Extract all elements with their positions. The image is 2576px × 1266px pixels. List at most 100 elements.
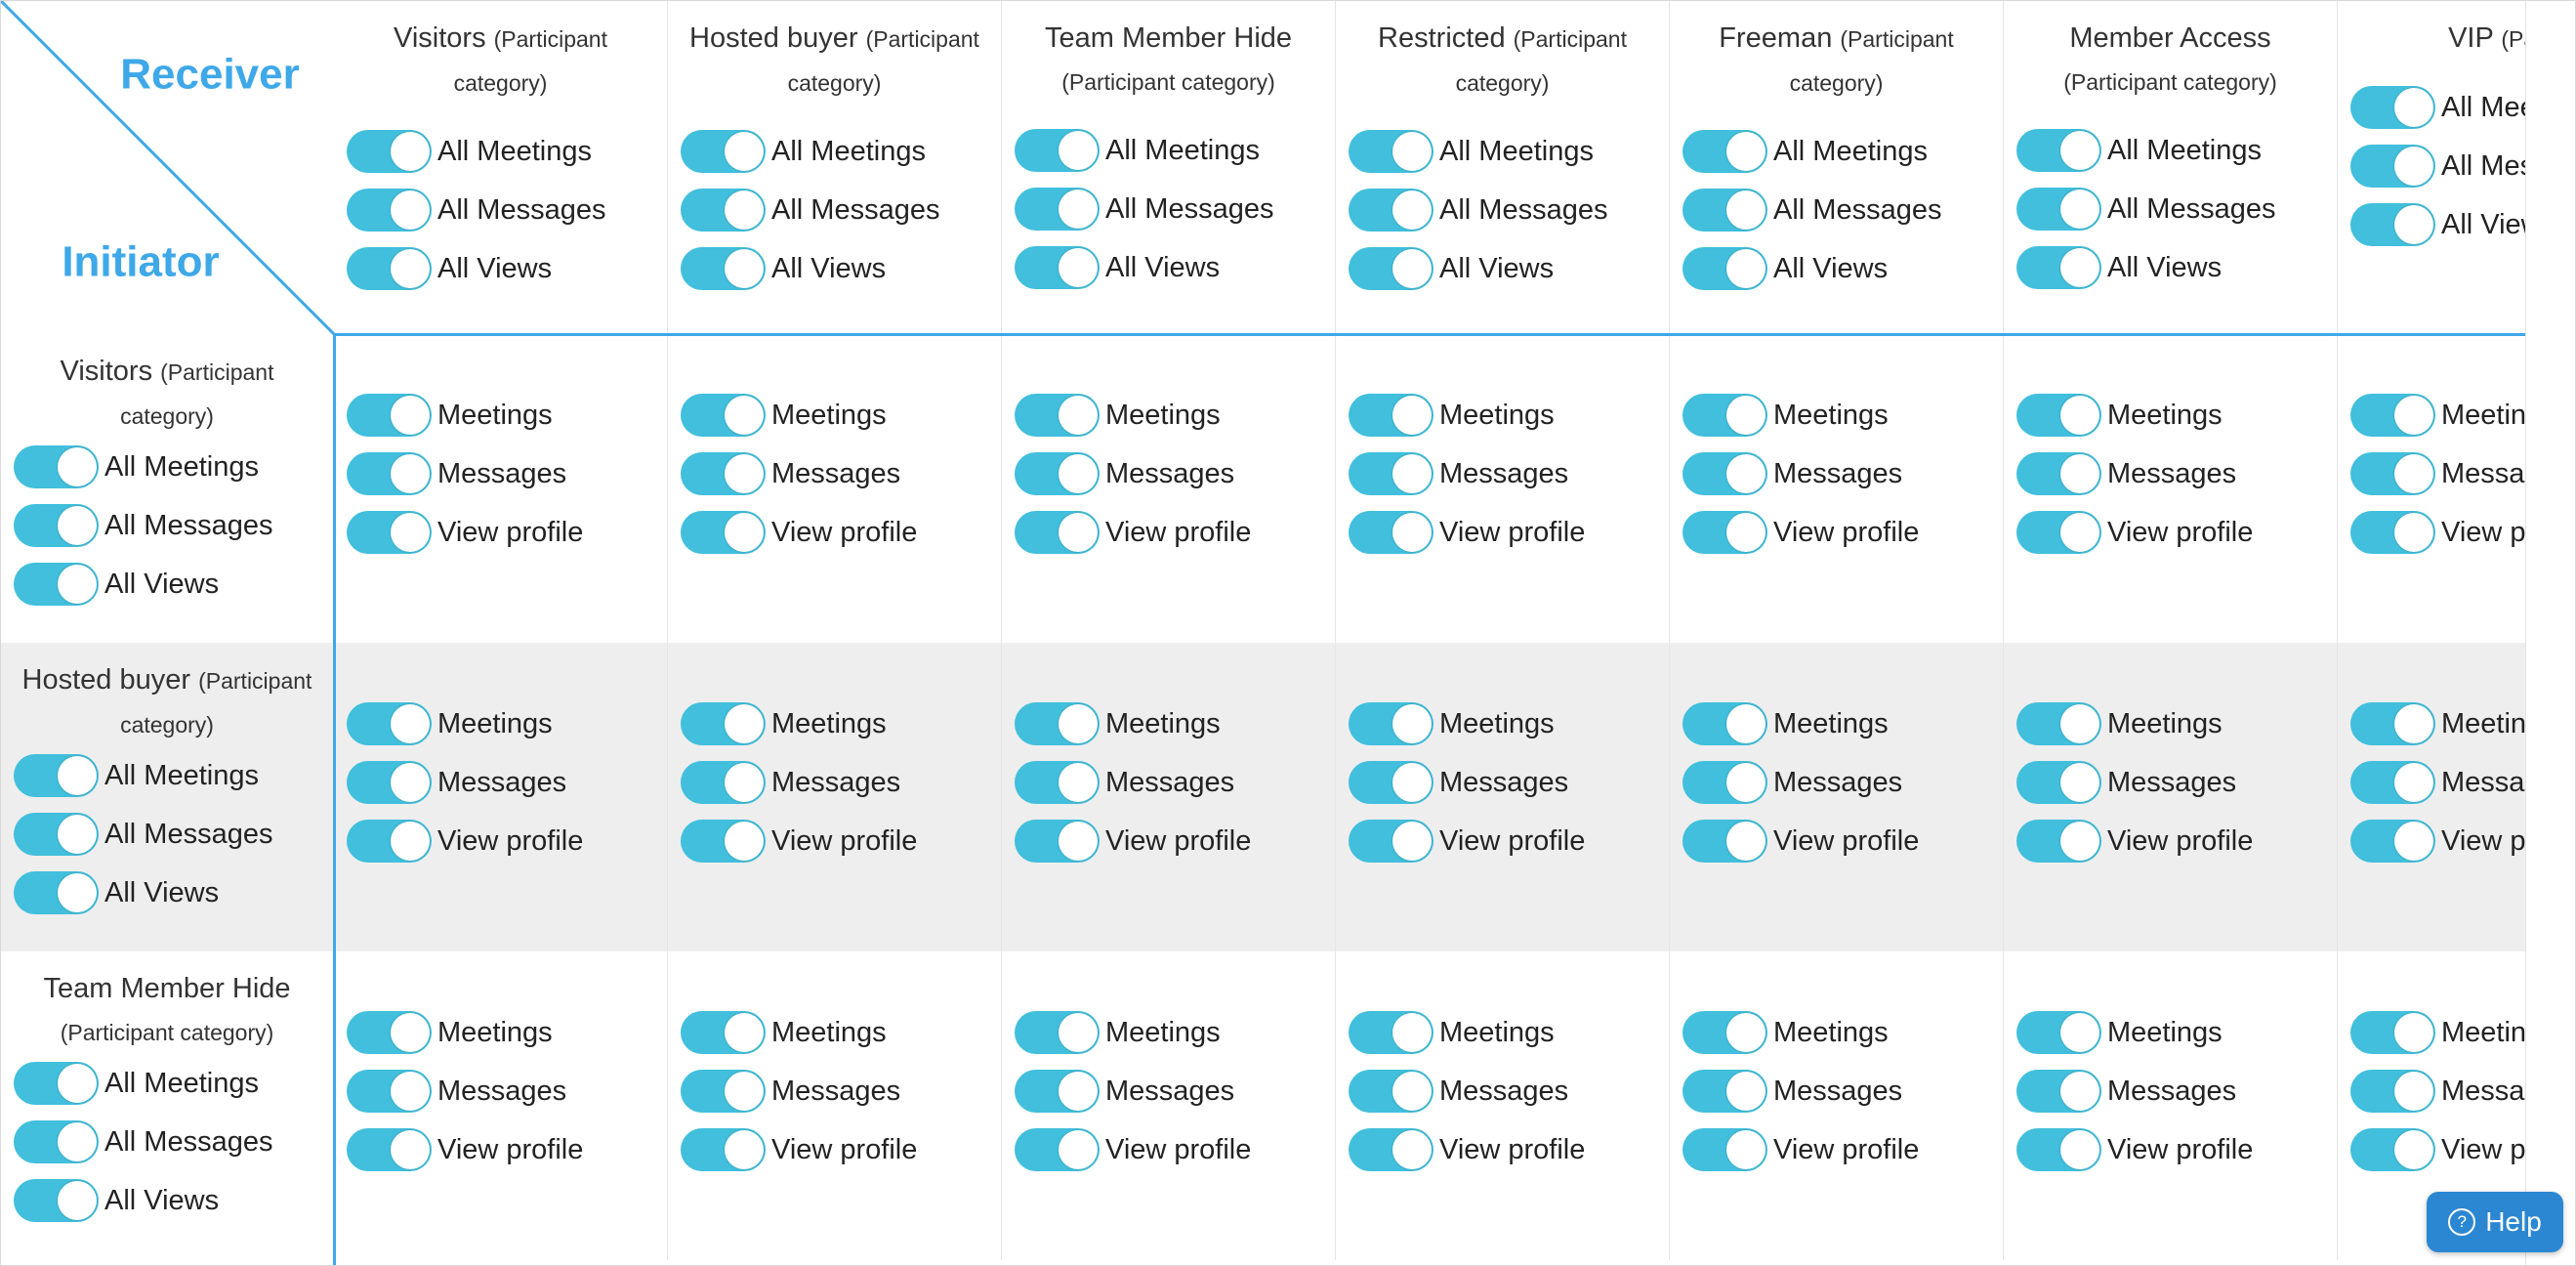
initiator-label: Initiator bbox=[62, 238, 219, 286]
toggle-switch[interactable] bbox=[2350, 820, 2435, 863]
toggle-switch[interactable] bbox=[1683, 452, 1767, 495]
toggle-switch[interactable] bbox=[681, 702, 766, 745]
toggle-switch[interactable] bbox=[1349, 1011, 1433, 1054]
toggle-switch[interactable] bbox=[347, 452, 432, 495]
toggle-switch[interactable] bbox=[1015, 702, 1100, 745]
toggle-switch[interactable] bbox=[1015, 1011, 1100, 1054]
toggle-switch[interactable] bbox=[1349, 394, 1433, 437]
toggle-switch[interactable] bbox=[1683, 247, 1767, 290]
toggle-switch[interactable] bbox=[1349, 1070, 1433, 1113]
toggle-switch[interactable] bbox=[1683, 394, 1767, 437]
toggle-switch[interactable] bbox=[2016, 1128, 2101, 1171]
toggle-switch[interactable] bbox=[1015, 820, 1100, 863]
toggle-switch[interactable] bbox=[14, 1179, 99, 1222]
toggle-switch[interactable] bbox=[347, 702, 432, 745]
toggle-switch[interactable] bbox=[1683, 820, 1767, 863]
toggle-switch[interactable] bbox=[2016, 1070, 2101, 1113]
toggle-switch[interactable] bbox=[347, 130, 432, 173]
toggle-switch[interactable] bbox=[2016, 129, 2101, 172]
toggle-switch[interactable] bbox=[14, 871, 99, 914]
toggle-switch[interactable] bbox=[347, 1011, 432, 1054]
toggle-switch[interactable] bbox=[14, 445, 99, 488]
toggle-switch[interactable] bbox=[681, 820, 766, 863]
toggle-switch[interactable] bbox=[2016, 452, 2101, 495]
toggle-switch[interactable] bbox=[347, 511, 432, 554]
toggle-switch[interactable] bbox=[681, 189, 766, 232]
toggle-switch[interactable] bbox=[1015, 1128, 1100, 1171]
toggle-switch[interactable] bbox=[681, 452, 766, 495]
toggle-switch[interactable] bbox=[2350, 702, 2435, 745]
toggle-switch[interactable] bbox=[681, 1128, 766, 1171]
toggle-switch[interactable] bbox=[1683, 702, 1767, 745]
toggle-switch[interactable] bbox=[2350, 452, 2435, 495]
toggle-switch[interactable] bbox=[1015, 129, 1100, 172]
toggle-switch[interactable] bbox=[2016, 188, 2101, 231]
help-button[interactable]: ? Help bbox=[2427, 1192, 2563, 1252]
toggle-switch[interactable] bbox=[1683, 1011, 1767, 1054]
toggle-switch[interactable] bbox=[14, 813, 99, 856]
toggle-switch[interactable] bbox=[2016, 1011, 2101, 1054]
toggle-switch[interactable] bbox=[1683, 761, 1767, 804]
toggle-switch[interactable] bbox=[2350, 145, 2435, 188]
toggle-switch[interactable] bbox=[1683, 189, 1767, 232]
toggle-switch[interactable] bbox=[1015, 452, 1100, 495]
toggle-switch[interactable] bbox=[1349, 511, 1433, 554]
toggle-switch[interactable] bbox=[347, 820, 432, 863]
toggle-switch[interactable] bbox=[1683, 130, 1767, 173]
toggle-switch[interactable] bbox=[14, 754, 99, 797]
toggle-switch[interactable] bbox=[2350, 86, 2435, 129]
toggle-switch[interactable] bbox=[2350, 203, 2435, 246]
toggle-switch[interactable] bbox=[2016, 246, 2101, 289]
toggle-switch[interactable] bbox=[2016, 702, 2101, 745]
toggle-switch[interactable] bbox=[681, 130, 766, 173]
toggle-switch[interactable] bbox=[1349, 702, 1433, 745]
toggle-switch[interactable] bbox=[2016, 511, 2101, 554]
toggle-switch[interactable] bbox=[1015, 394, 1100, 437]
toggle-switch[interactable] bbox=[2350, 1128, 2435, 1171]
toggle-switch[interactable] bbox=[2016, 820, 2101, 863]
toggle-switch[interactable] bbox=[1015, 761, 1100, 804]
toggle-switch[interactable] bbox=[14, 1062, 99, 1105]
toggle-switch[interactable] bbox=[14, 504, 99, 547]
toggle-switch[interactable] bbox=[1015, 246, 1100, 289]
toggle-label: View profile bbox=[1105, 1133, 1252, 1165]
toggle-switch[interactable] bbox=[2016, 761, 2101, 804]
toggle-switch[interactable] bbox=[1015, 1070, 1100, 1113]
toggle-row: View profile bbox=[1349, 503, 1669, 562]
toggle-row: All Views bbox=[1349, 239, 1669, 298]
toggle-switch[interactable] bbox=[1349, 1128, 1433, 1171]
toggle-switch[interactable] bbox=[1349, 247, 1433, 290]
toggle-switch[interactable] bbox=[681, 247, 766, 290]
toggle-switch[interactable] bbox=[347, 1070, 432, 1113]
toggle-switch[interactable] bbox=[2350, 511, 2435, 554]
toggle-switch[interactable] bbox=[1015, 188, 1100, 231]
toggle-switch[interactable] bbox=[2350, 761, 2435, 804]
toggle-switch[interactable] bbox=[1349, 820, 1433, 863]
toggle-switch[interactable] bbox=[2016, 394, 2101, 437]
toggle-list: All Meetings All Messages All Views bbox=[1336, 122, 1669, 298]
toggle-switch[interactable] bbox=[681, 1070, 766, 1113]
toggle-switch[interactable] bbox=[681, 394, 766, 437]
toggle-switch[interactable] bbox=[681, 761, 766, 804]
toggle-switch[interactable] bbox=[347, 189, 432, 232]
toggle-switch[interactable] bbox=[14, 1120, 99, 1163]
toggle-switch[interactable] bbox=[2350, 1070, 2435, 1113]
toggle-switch[interactable] bbox=[1683, 511, 1767, 554]
toggle-switch[interactable] bbox=[347, 394, 432, 437]
toggle-switch[interactable] bbox=[347, 761, 432, 804]
toggle-switch[interactable] bbox=[347, 1128, 432, 1171]
matrix-viewport: Visitors (Participant category) All Meeti… bbox=[1, 1, 2526, 1265]
toggle-switch[interactable] bbox=[681, 511, 766, 554]
toggle-switch[interactable] bbox=[1683, 1128, 1767, 1171]
toggle-switch[interactable] bbox=[2350, 1011, 2435, 1054]
toggle-switch[interactable] bbox=[1349, 189, 1433, 232]
toggle-switch[interactable] bbox=[1349, 452, 1433, 495]
toggle-switch[interactable] bbox=[1349, 761, 1433, 804]
toggle-switch[interactable] bbox=[2350, 394, 2435, 437]
toggle-switch[interactable] bbox=[1683, 1070, 1767, 1113]
toggle-switch[interactable] bbox=[1349, 130, 1433, 173]
toggle-switch[interactable] bbox=[681, 1011, 766, 1054]
toggle-switch[interactable] bbox=[347, 247, 432, 290]
toggle-switch[interactable] bbox=[1015, 511, 1100, 554]
toggle-switch[interactable] bbox=[14, 563, 99, 606]
